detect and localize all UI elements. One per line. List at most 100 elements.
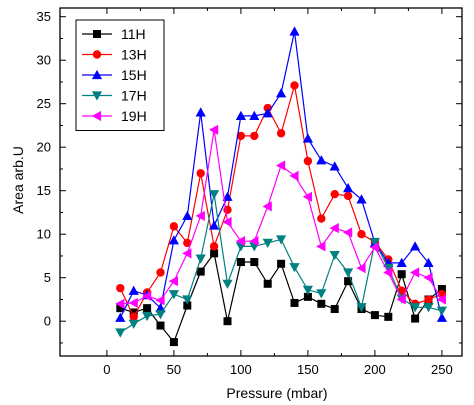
data-point-13H [330, 189, 339, 199]
data-point-11H [411, 314, 420, 323]
data-point-15H [235, 110, 246, 120]
legend-swatch-marker [93, 30, 101, 38]
data-point-17H [262, 238, 273, 248]
data-point-15H [329, 161, 340, 171]
data-point-13H [250, 131, 259, 141]
data-point-11H [116, 304, 125, 313]
data-point-19H [289, 170, 299, 182]
data-point-13H [236, 131, 246, 141]
data-point-11H [277, 259, 286, 268]
series-19H [115, 124, 446, 309]
legend-swatch-marker [91, 69, 103, 80]
data-point-15H [302, 133, 313, 143]
data-point-19H [142, 290, 152, 302]
data-point-11H [303, 292, 312, 301]
data-point-13H [196, 169, 205, 178]
data-point-11H [263, 279, 272, 288]
data-point-11H [156, 321, 165, 330]
data-point-19H [262, 201, 272, 212]
series-line-19H [120, 129, 443, 305]
x-tick-label: 100 [230, 362, 252, 377]
data-point-15H [168, 235, 179, 245]
legend-label: 15H [121, 67, 147, 83]
legend-label: 19H [121, 108, 147, 124]
data-point-19H [249, 236, 259, 247]
y-axis-title: Area arb.U [10, 146, 26, 214]
data-point-13H [183, 238, 192, 248]
data-point-19H [195, 210, 205, 222]
data-point-19H [356, 263, 366, 274]
data-point-15H [182, 210, 193, 221]
data-point-19H [182, 248, 192, 259]
data-point-17H [128, 319, 139, 329]
data-point-15H [423, 257, 434, 268]
data-point-19H [155, 295, 165, 306]
data-point-17H [115, 328, 126, 338]
data-point-15H [222, 191, 233, 201]
data-point-17H [316, 289, 327, 299]
data-point-15H [128, 285, 139, 295]
y-tick-label: 25 [37, 96, 51, 111]
data-point-17H [436, 306, 447, 316]
data-point-11H [397, 270, 406, 279]
data-point-19H [128, 297, 138, 309]
data-point-11H [344, 277, 353, 286]
data-point-15H [209, 220, 220, 230]
data-point-17H [195, 254, 206, 264]
data-point-11H [143, 304, 152, 313]
data-point-11H [236, 258, 245, 267]
data-point-17H [369, 237, 380, 248]
series-11H [116, 249, 446, 347]
x-tick-label: 150 [297, 362, 319, 377]
series-layer [115, 26, 447, 347]
data-point-19H [115, 298, 125, 309]
data-point-15H [436, 312, 447, 322]
y-tick-label: 10 [37, 227, 51, 242]
data-point-13H [317, 214, 326, 223]
data-point-15H [356, 194, 367, 204]
data-point-13H [169, 222, 179, 231]
plot-frame [59, 7, 463, 357]
data-point-17H [142, 311, 153, 322]
data-point-17H [329, 250, 340, 261]
data-point-15H [115, 312, 126, 322]
data-point-19H [168, 276, 178, 287]
data-point-19H [396, 294, 406, 305]
data-point-17H [383, 264, 394, 274]
legend-swatch-marker [91, 110, 102, 122]
data-point-11H [290, 298, 299, 307]
x-tick-label: 200 [364, 362, 386, 377]
data-point-15H [249, 110, 260, 120]
y-tick-label: 15 [37, 183, 51, 198]
y-tick-label: 35 [37, 9, 51, 24]
data-point-13H [156, 268, 165, 277]
data-point-13H [223, 205, 232, 215]
y-tick-label: 0 [44, 314, 51, 329]
axes: 0 50 100 150 200 250 0 5 10 15 20 25 30 35 [37, 7, 463, 377]
data-point-11H [317, 299, 326, 308]
data-point-15H [410, 241, 421, 251]
data-point-11H [384, 312, 393, 321]
legend-swatch-marker [91, 91, 103, 101]
data-point-13H [209, 242, 219, 251]
y-tick-label: 30 [37, 53, 51, 68]
data-point-13H [424, 295, 433, 304]
data-point-17H [182, 295, 193, 305]
data-point-17H [343, 268, 354, 278]
data-point-19H [276, 160, 286, 171]
data-point-11H [223, 317, 232, 326]
data-point-15H [316, 155, 327, 165]
y-tick-label: 20 [37, 140, 51, 155]
data-point-17H [423, 303, 434, 313]
data-point-19H [423, 272, 433, 283]
legend-label: 13H [121, 47, 147, 63]
x-tick-label: 0 [103, 362, 110, 377]
data-point-19H [383, 267, 393, 278]
legend-swatch-marker [92, 50, 102, 59]
data-point-19H [302, 191, 312, 202]
data-point-19H [343, 227, 353, 238]
legend-label: 17H [121, 88, 147, 104]
data-point-11H [437, 285, 446, 294]
data-point-17H [289, 263, 300, 273]
